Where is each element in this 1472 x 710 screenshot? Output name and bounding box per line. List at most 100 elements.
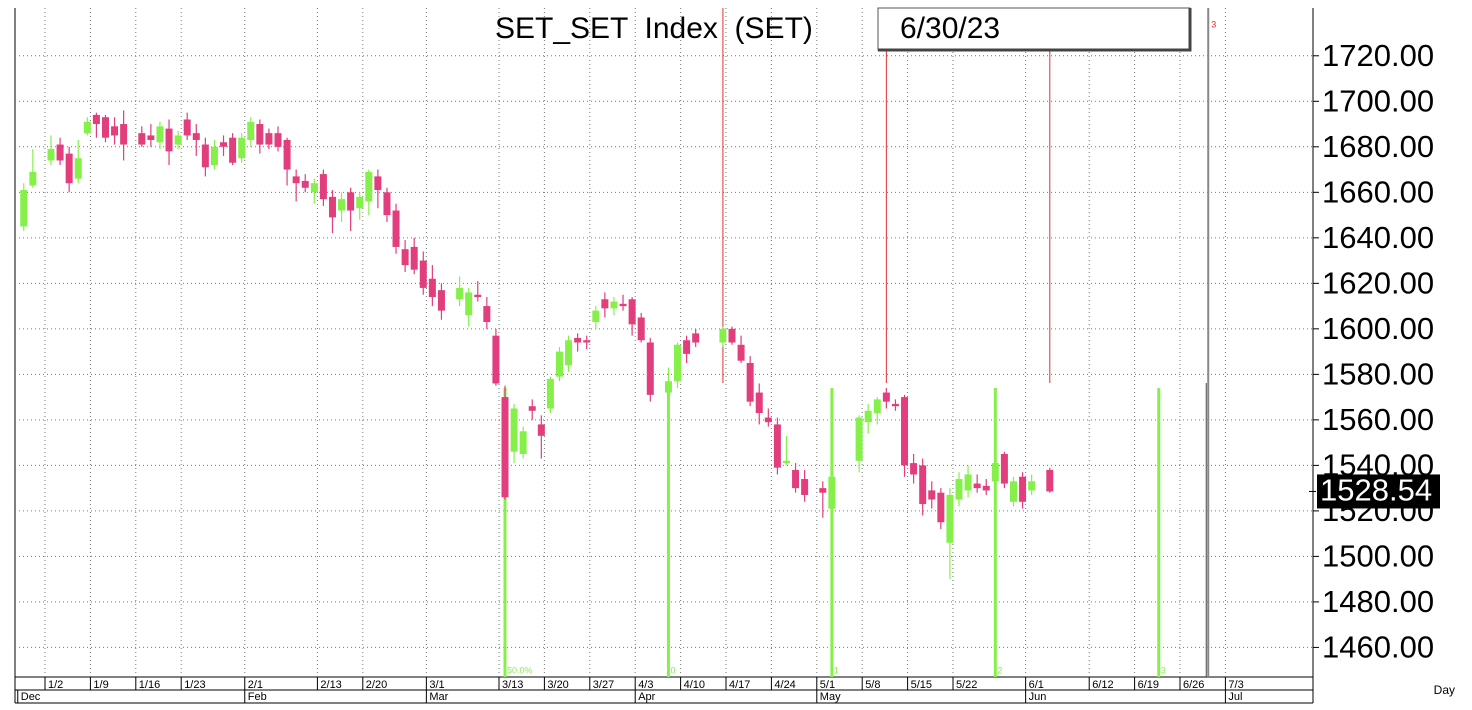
x-tick-label: 5/22	[956, 679, 977, 691]
cycle-label: 0	[670, 665, 675, 675]
candle-body	[465, 292, 473, 316]
candle-body	[83, 121, 91, 134]
candle-body	[919, 465, 927, 505]
y-tick-label: 1580.00	[1322, 357, 1434, 392]
candle-body	[991, 463, 999, 482]
candle-body	[1000, 454, 1008, 484]
candle-body	[746, 362, 754, 402]
y-tick-label: 1720.00	[1322, 38, 1434, 73]
candle-body	[801, 479, 809, 495]
y-tick-label: 1620.00	[1322, 266, 1434, 301]
candle-body	[229, 137, 237, 163]
candle-body	[56, 144, 64, 161]
annotations: 50.0% 0 1 2 3 3	[503, 8, 1216, 677]
candle-body	[792, 469, 800, 489]
candle-body	[955, 479, 963, 500]
candle-body	[328, 196, 336, 218]
chart-title: SET_SET Index (SET)	[495, 12, 813, 45]
candle-body	[210, 146, 218, 166]
candle-body	[392, 210, 400, 247]
candle-body	[501, 397, 509, 498]
x-tick-label: 1/9	[93, 679, 108, 691]
x-tick-label: 5/15	[911, 679, 932, 691]
month-label: Mar	[429, 691, 448, 703]
candle-body	[619, 303, 627, 307]
x-tick-label: 6/12	[1092, 679, 1113, 691]
candle-body	[428, 278, 436, 297]
candle-body	[610, 301, 618, 309]
cycle-bar	[503, 388, 507, 677]
y-axis: 1460.001480.001500.001520.001540.001560.…	[17, 38, 1440, 703]
month-label: Apr	[638, 691, 655, 703]
candle-body	[437, 290, 445, 311]
candle-body	[719, 328, 727, 343]
x-tick-label: 3/20	[547, 679, 568, 691]
candle-body	[782, 460, 790, 464]
candle-body	[928, 490, 936, 500]
candle-body	[1046, 469, 1054, 492]
x-tick-label: 4/17	[729, 679, 750, 691]
candle-body	[937, 492, 945, 523]
candle-body	[755, 392, 763, 414]
candle-body	[1019, 476, 1027, 502]
candle-body	[474, 294, 482, 297]
candle-body	[882, 392, 890, 402]
y-tick-label: 1600.00	[1322, 311, 1434, 346]
candle-body	[220, 142, 228, 147]
candle-body	[910, 463, 918, 475]
x-tick-label: 2/20	[366, 679, 387, 691]
cycle-label: 3	[1161, 665, 1166, 675]
candle-body	[728, 328, 736, 343]
x-tick-label: 4/3	[638, 679, 653, 691]
y-tick-label: 1680.00	[1322, 129, 1434, 164]
candle-body	[891, 403, 899, 407]
candle-body	[138, 133, 146, 145]
candle-body	[310, 183, 318, 193]
candle-body	[65, 153, 73, 184]
candle-body	[664, 381, 672, 393]
candle-body	[111, 126, 119, 136]
candle-body	[864, 410, 872, 423]
candle-body	[256, 124, 264, 145]
y-tick-label: 1560.00	[1322, 402, 1434, 437]
x-tick-label: 3/27	[593, 679, 614, 691]
x-tick-label: 6/1	[1029, 679, 1044, 691]
candle-body	[165, 128, 173, 152]
candle-body	[356, 196, 364, 209]
candle-body	[483, 306, 491, 323]
candle-body	[637, 317, 645, 341]
candle-body	[47, 149, 55, 161]
x-tick-label: 4/24	[774, 679, 795, 691]
candle-body	[901, 397, 909, 466]
candle-body	[120, 124, 128, 145]
x-tick-label: 5/1	[820, 679, 835, 691]
candle-body	[773, 424, 781, 468]
candle-body	[492, 335, 500, 384]
last-price-box	[1317, 474, 1440, 509]
candle-body	[383, 192, 391, 216]
candle-body	[410, 246, 418, 270]
candle-body	[274, 133, 282, 147]
candle-body	[20, 190, 28, 227]
x-tick-label: 2/13	[320, 679, 341, 691]
candle-body	[946, 494, 954, 543]
month-label: Jul	[1228, 691, 1242, 703]
candle-body	[828, 476, 836, 509]
date-label: 6/30/23	[900, 12, 1000, 45]
candle-body	[374, 176, 382, 191]
candle-body	[29, 171, 37, 186]
x-tick-label: 1/16	[139, 679, 160, 691]
candle-body	[247, 121, 255, 140]
month-label: Dec	[21, 691, 41, 703]
y-tick-label: 1500.00	[1322, 539, 1434, 574]
candle-body	[265, 133, 273, 145]
y-tick-label: 1660.00	[1322, 175, 1434, 210]
candle-body	[646, 342, 654, 395]
candle-body	[537, 424, 545, 436]
end-label: 3	[1211, 19, 1216, 29]
candle-body	[192, 133, 200, 140]
candle-body	[1009, 481, 1017, 502]
candle-body	[101, 117, 109, 138]
candle-body	[419, 260, 427, 288]
month-label: Feb	[248, 691, 267, 703]
